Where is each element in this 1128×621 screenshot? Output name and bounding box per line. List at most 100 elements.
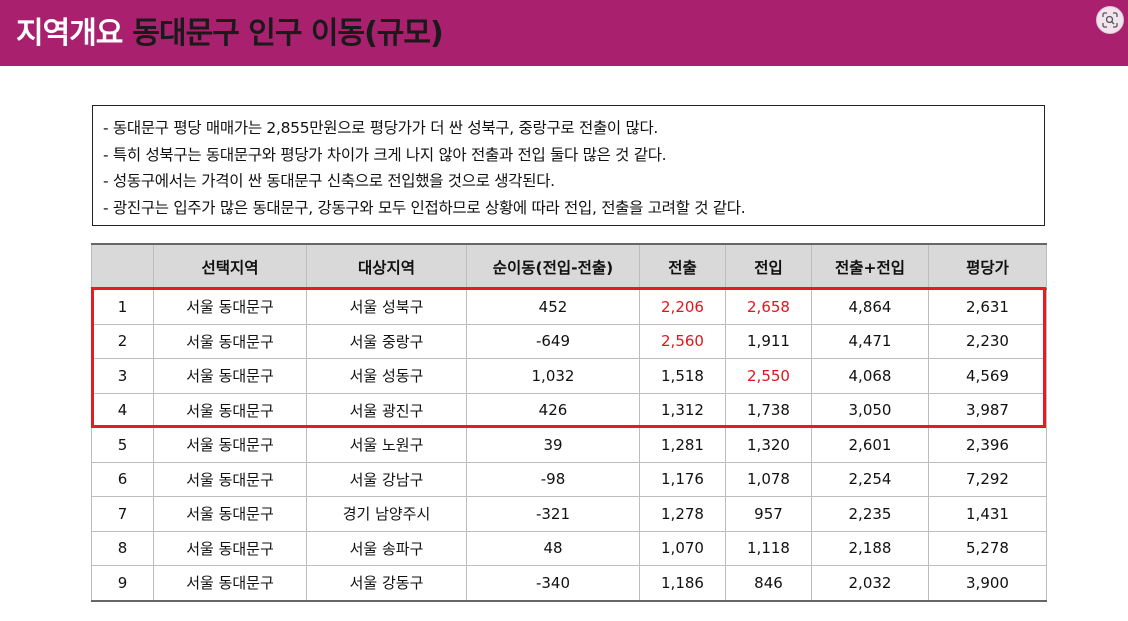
cell-net-migration: 426 <box>466 392 640 428</box>
cell-source-region: 서울 동대문구 <box>153 565 307 602</box>
cell-in-migration: 1,320 <box>725 427 812 463</box>
cell-net-migration: 39 <box>466 427 640 463</box>
cell-target-region: 서울 중랑구 <box>306 323 467 359</box>
cell-source-region: 서울 동대문구 <box>153 358 307 394</box>
cell-source-region: 서울 동대문구 <box>153 427 307 463</box>
cell-in-migration: 957 <box>725 496 812 532</box>
cell-out-migration: 1,312 <box>639 392 726 428</box>
cell-in-migration: 2,658 <box>725 288 812 325</box>
header-price-per-pyeong: 평당가 <box>928 243 1047 290</box>
cell-total-migration: 2,032 <box>811 565 929 602</box>
cell-price-per-pyeong: 7,292 <box>928 461 1047 497</box>
cell-net-migration: 452 <box>466 288 640 325</box>
header-target-region: 대상지역 <box>306 243 467 290</box>
cell-rank: 4 <box>91 392 154 428</box>
cell-in-migration: 846 <box>725 565 812 602</box>
cell-price-per-pyeong: 1,431 <box>928 496 1047 532</box>
cell-out-migration: 1,278 <box>639 496 726 532</box>
cell-source-region: 서울 동대문구 <box>153 461 307 497</box>
cell-target-region: 서울 강동구 <box>306 565 467 602</box>
cell-target-region: 서울 노원구 <box>306 427 467 463</box>
header-in-migration: 전입 <box>725 243 812 290</box>
cell-source-region: 서울 동대문구 <box>153 530 307 566</box>
cell-rank: 2 <box>91 323 154 359</box>
cell-net-migration: -340 <box>466 565 640 602</box>
cell-net-migration: 48 <box>466 530 640 566</box>
image-search-button[interactable] <box>1096 6 1124 34</box>
header-rank <box>91 243 154 290</box>
title-main: 동대문구 인구 이동(규모) <box>132 16 443 51</box>
cell-price-per-pyeong: 4,569 <box>928 358 1047 394</box>
cell-out-migration: 2,560 <box>639 323 726 359</box>
cell-out-migration: 1,070 <box>639 530 726 566</box>
table-row: 2 서울 동대문구 서울 중랑구 -649 2,560 1,911 4,471 2,230 <box>91 323 1047 359</box>
image-search-icon <box>1102 12 1118 28</box>
cell-net-migration: 1,032 <box>466 358 640 394</box>
cell-net-migration: -649 <box>466 323 640 359</box>
cell-rank: 7 <box>91 496 154 532</box>
cell-in-migration: 1,911 <box>725 323 812 359</box>
cell-total-migration: 4,068 <box>811 358 929 394</box>
cell-in-migration: 2,550 <box>725 358 812 394</box>
cell-net-migration: -98 <box>466 461 640 497</box>
cell-target-region: 서울 송파구 <box>306 530 467 566</box>
cell-source-region: 서울 동대문구 <box>153 496 307 532</box>
note-line: - 특히 성북구는 동대문구와 평당가 차이가 크게 나지 않아 전출과 전입 … <box>103 145 667 164</box>
table-header-row: 선택지역 대상지역 순이동(전입-전출) 전출 전입 전출+전입 평당가 <box>91 243 1047 290</box>
cell-price-per-pyeong: 3,987 <box>928 392 1047 428</box>
cell-rank: 9 <box>91 565 154 602</box>
cell-target-region: 서울 성북구 <box>306 288 467 325</box>
cell-out-migration: 2,206 <box>639 288 726 325</box>
cell-price-per-pyeong: 3,900 <box>928 565 1047 602</box>
table-row: 4 서울 동대문구 서울 광진구 426 1,312 1,738 3,050 3,987 <box>91 392 1047 428</box>
table-row: 3 서울 동대문구 서울 성동구 1,032 1,518 2,550 4,068 4,569 <box>91 358 1047 394</box>
cell-rank: 6 <box>91 461 154 497</box>
header-bar: 지역개요 동대문구 인구 이동(규모) <box>0 0 1128 66</box>
cell-in-migration: 1,738 <box>725 392 812 428</box>
header-net-migration: 순이동(전입-전출) <box>466 243 640 290</box>
cell-source-region: 서울 동대문구 <box>153 323 307 359</box>
summary-notes-box: - 동대문구 평당 매매가는 2,855만원으로 평당가가 더 싼 성북구, 중… <box>92 105 1045 226</box>
cell-in-migration: 1,078 <box>725 461 812 497</box>
note-line: - 광진구는 입주가 많은 동대문구, 강동구와 모두 인접하므로 상황에 따라… <box>103 198 746 217</box>
cell-out-migration: 1,176 <box>639 461 726 497</box>
table-row: 6 서울 동대문구 서울 강남구 -98 1,176 1,078 2,254 7,292 <box>91 461 1047 497</box>
cell-target-region: 경기 남양주시 <box>306 496 467 532</box>
cell-out-migration: 1,186 <box>639 565 726 602</box>
cell-price-per-pyeong: 5,278 <box>928 530 1047 566</box>
title-prefix: 지역개요 <box>16 16 123 51</box>
table-row: 1 서울 동대문구 서울 성북구 452 2,206 2,658 4,864 2,631 <box>91 288 1047 325</box>
cell-total-migration: 4,471 <box>811 323 929 359</box>
cell-price-per-pyeong: 2,230 <box>928 323 1047 359</box>
cell-total-migration: 2,235 <box>811 496 929 532</box>
table-row: 7 서울 동대문구 경기 남양주시 -321 1,278 957 2,235 1,431 <box>91 496 1047 532</box>
cell-price-per-pyeong: 2,631 <box>928 288 1047 325</box>
cell-total-migration: 2,601 <box>811 427 929 463</box>
cell-total-migration: 4,864 <box>811 288 929 325</box>
table-row: 9 서울 동대문구 서울 강동구 -340 1,186 846 2,032 3,900 <box>91 565 1047 602</box>
cell-total-migration: 3,050 <box>811 392 929 428</box>
cell-total-migration: 2,188 <box>811 530 929 566</box>
cell-rank: 3 <box>91 358 154 394</box>
table-row: 5 서울 동대문구 서울 노원구 39 1,281 1,320 2,601 2,396 <box>91 427 1047 463</box>
cell-rank: 1 <box>91 288 154 325</box>
cell-target-region: 서울 광진구 <box>306 392 467 428</box>
note-line: - 성동구에서는 가격이 싼 동대문구 신축으로 전입했을 것으로 생각된다. <box>103 172 555 190</box>
cell-rank: 5 <box>91 427 154 463</box>
cell-source-region: 서울 동대문구 <box>153 392 307 428</box>
migration-table: 선택지역 대상지역 순이동(전입-전출) 전출 전입 전출+전입 평당가 1 서울… <box>91 243 1047 602</box>
header-out-migration: 전출 <box>639 243 726 290</box>
header-source-region: 선택지역 <box>153 243 307 290</box>
cell-rank: 8 <box>91 530 154 566</box>
cell-out-migration: 1,281 <box>639 427 726 463</box>
cell-price-per-pyeong: 2,396 <box>928 427 1047 463</box>
cell-source-region: 서울 동대문구 <box>153 288 307 325</box>
cell-net-migration: -321 <box>466 496 640 532</box>
cell-target-region: 서울 성동구 <box>306 358 467 394</box>
cell-in-migration: 1,118 <box>725 530 812 566</box>
cell-out-migration: 1,518 <box>639 358 726 394</box>
table-row: 8 서울 동대문구 서울 송파구 48 1,070 1,118 2,188 5,278 <box>91 530 1047 566</box>
page-title: 지역개요 동대문구 인구 이동(규모) <box>16 12 444 56</box>
note-line: - 동대문구 평당 매매가는 2,855만원으로 평당가가 더 싼 성북구, 중… <box>103 119 659 137</box>
header-total-migration: 전출+전입 <box>811 243 929 290</box>
